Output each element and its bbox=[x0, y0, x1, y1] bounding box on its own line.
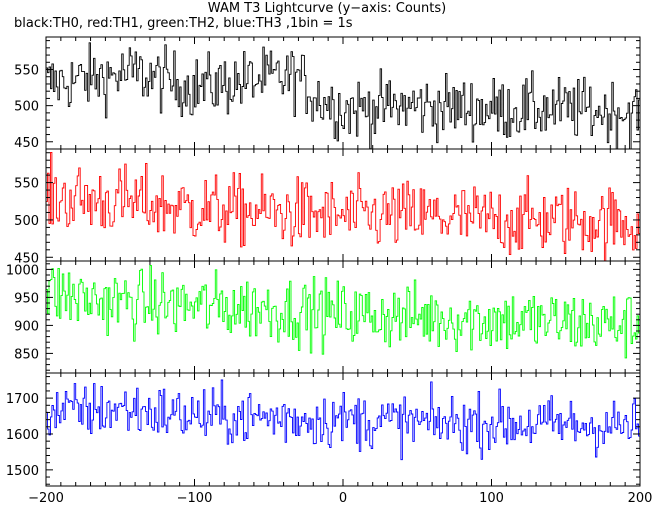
y-tick-label: 950 bbox=[14, 291, 39, 306]
y-tick-label: 500 bbox=[14, 214, 39, 229]
chart-subtitle: black:TH0, red:TH1, green:TH2, blue:TH3 … bbox=[14, 16, 353, 31]
x-tick-label: −100 bbox=[177, 491, 213, 505]
y-tick-label: 450 bbox=[14, 136, 39, 151]
chart-title: WAM T3 Lightcurve (y−axis: Counts) bbox=[207, 1, 447, 16]
y-tick-label: 550 bbox=[14, 177, 39, 192]
y-tick-label: 500 bbox=[14, 100, 39, 115]
x-tick-label: −200 bbox=[28, 491, 64, 505]
y-tick-label: 550 bbox=[14, 64, 39, 79]
y-tick-label: 1600 bbox=[6, 428, 39, 443]
y-tick-label: 850 bbox=[14, 347, 39, 362]
series-th1-line bbox=[46, 151, 640, 261]
y-tick-label: 450 bbox=[14, 251, 39, 266]
y-tick-label: 900 bbox=[14, 319, 39, 334]
x-tick-label: 200 bbox=[628, 491, 653, 505]
y-tick-label: 1000 bbox=[6, 263, 39, 278]
x-tick-label: 100 bbox=[479, 491, 504, 505]
series-th3-line bbox=[46, 379, 640, 461]
series-th0-line bbox=[46, 42, 640, 149]
x-tick-label: 0 bbox=[339, 491, 347, 505]
y-tick-label: 1700 bbox=[6, 392, 39, 407]
series-th2-line bbox=[46, 264, 640, 359]
y-tick-label: 1500 bbox=[6, 464, 39, 479]
